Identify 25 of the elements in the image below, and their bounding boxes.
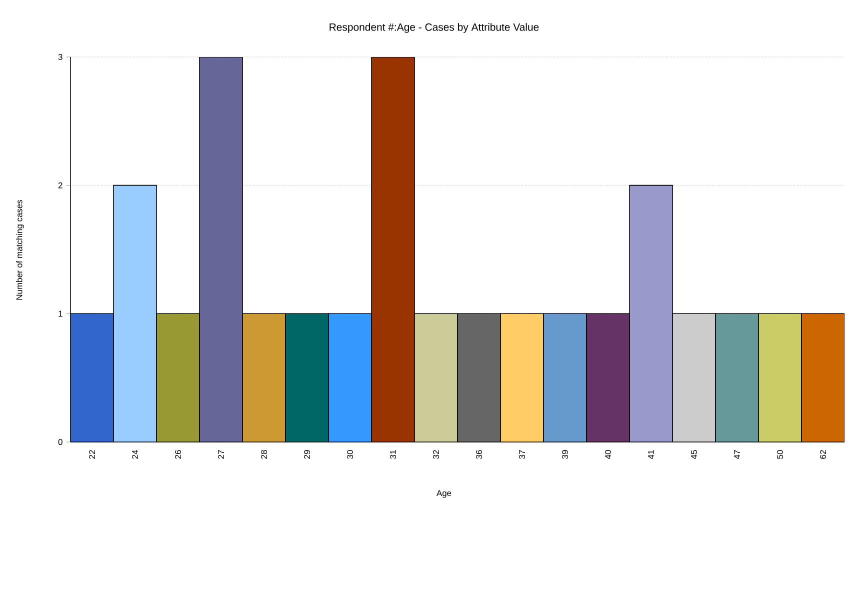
x-tick-label: 27 bbox=[218, 450, 224, 459]
x-tick-label: 39 bbox=[562, 450, 568, 459]
y-tick-label: 2 bbox=[58, 182, 62, 188]
chart-title: Respondent #:Age - Cases by Attribute Value bbox=[330, 23, 539, 33]
x-tick-label: 36 bbox=[476, 450, 482, 459]
x-tick-label: 62 bbox=[820, 450, 826, 459]
x-tick-label: 31 bbox=[390, 450, 396, 459]
x-axis-title: Age bbox=[436, 490, 452, 498]
y-tick-label: 1 bbox=[58, 310, 62, 317]
x-tick-label: 47 bbox=[734, 450, 740, 459]
x-tick-label: 24 bbox=[132, 450, 138, 459]
y-axis-title: Number of matching cases bbox=[16, 200, 24, 300]
x-tick-label: 45 bbox=[691, 450, 697, 459]
y-tick-label: 3 bbox=[58, 54, 62, 60]
x-tick-label: 37 bbox=[519, 450, 526, 459]
y-tick-label: 0 bbox=[58, 438, 62, 445]
x-tick-label: 32 bbox=[433, 450, 440, 459]
x-tick-label: 50 bbox=[777, 450, 784, 459]
x-tick-label: 26 bbox=[175, 450, 182, 459]
x-tick-label: 40 bbox=[605, 450, 612, 459]
x-tick-label: 28 bbox=[261, 450, 268, 459]
x-tick-label: 22 bbox=[89, 450, 95, 459]
x-tick-label: 29 bbox=[304, 450, 310, 459]
x-tick-label: 41 bbox=[648, 450, 654, 459]
x-tick-label: 30 bbox=[347, 450, 354, 459]
